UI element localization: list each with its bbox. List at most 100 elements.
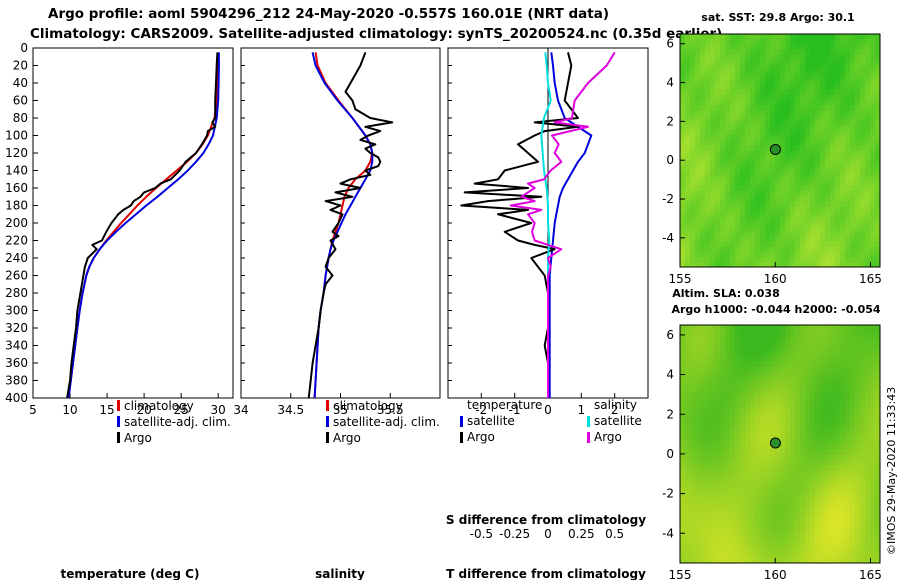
sla-cell — [780, 433, 786, 440]
temperature-xlabel: temperature (deg C) — [61, 567, 200, 580]
sst-cell — [860, 150, 866, 156]
sla-cell — [860, 423, 866, 429]
sst-cell — [850, 39, 856, 45]
sst-cell — [760, 39, 766, 45]
sla-cell — [710, 387, 716, 393]
sst-cell — [810, 170, 816, 177]
sla-cell — [695, 325, 701, 331]
sla-cell — [850, 444, 856, 450]
sla-cell — [870, 500, 876, 507]
legend-label-climatology: climatology — [124, 399, 194, 413]
sla-cell — [700, 402, 706, 409]
sla-cell — [815, 407, 821, 414]
legend-swatch-satellite — [117, 416, 120, 427]
sst-cell — [875, 74, 881, 80]
sla-cell — [755, 500, 761, 507]
sla-cell — [815, 490, 821, 497]
sst-cell — [840, 125, 846, 131]
sst-cell — [695, 170, 701, 177]
sst-cell — [780, 185, 786, 192]
sst-cell — [785, 44, 791, 50]
sla-cell — [870, 542, 876, 548]
sst-cell — [815, 130, 821, 136]
sla-cell — [800, 469, 806, 476]
sla-cell — [770, 495, 776, 502]
sla-cell — [695, 433, 701, 440]
sst-cell — [865, 79, 871, 86]
sst-cell — [810, 155, 816, 162]
sst-cell — [730, 191, 736, 197]
sst-cell — [720, 115, 726, 121]
sst-cell — [865, 125, 871, 131]
sst-cell — [760, 140, 766, 146]
sla-cell — [685, 371, 691, 378]
sst-cell — [790, 145, 796, 151]
sla-cell — [850, 521, 856, 528]
sla-cell — [740, 412, 746, 419]
legend-label-argo: Argo — [124, 431, 152, 445]
sst-cell — [835, 160, 841, 167]
sla-cell — [775, 340, 781, 347]
sst-cell — [805, 135, 811, 141]
sst-cell — [760, 89, 766, 96]
sla-cell — [865, 330, 871, 336]
sla-cell — [770, 392, 776, 398]
sst-cell — [715, 150, 721, 156]
sst-cell — [830, 246, 836, 253]
sla-cell — [705, 547, 711, 554]
sla-cell — [715, 480, 721, 486]
sst-cell — [850, 130, 856, 136]
sst-cell — [805, 130, 811, 136]
sst-cell — [825, 54, 831, 60]
sla-cell — [690, 464, 696, 471]
sla-cell — [730, 495, 736, 502]
sst-cell — [785, 226, 791, 232]
sst-cell — [710, 180, 716, 187]
sla-cell — [845, 356, 851, 362]
sla-cell — [860, 557, 866, 564]
sla-cell — [710, 444, 716, 450]
sla-cell — [730, 459, 736, 466]
sst-cell — [700, 180, 706, 187]
sst-cell — [855, 135, 861, 141]
sst-cell — [810, 44, 816, 50]
sla-cell — [860, 418, 866, 424]
sst-cell — [740, 135, 746, 141]
sla-cell — [830, 552, 836, 559]
sst-cell — [835, 150, 841, 156]
sla-cell — [855, 330, 861, 336]
sla-cell — [875, 449, 881, 455]
sla-cell — [815, 500, 821, 507]
sla-cell — [760, 340, 766, 347]
sst-cell — [740, 201, 746, 207]
sla-cell — [735, 552, 741, 559]
sst-cell — [800, 201, 806, 207]
sla-cell — [870, 449, 876, 455]
sla-cell — [860, 449, 866, 455]
sst-cell — [755, 64, 761, 70]
sla-cell — [785, 335, 791, 341]
sla-cell — [820, 345, 826, 352]
sla-cell — [860, 366, 866, 372]
sla-cell — [755, 547, 761, 554]
sst-cell — [790, 109, 796, 116]
sst-cell — [680, 211, 686, 217]
sla-cell — [805, 557, 811, 564]
sst-cell — [755, 145, 761, 151]
difference-xlabel: T difference from climatology — [446, 567, 646, 580]
sla-cell — [785, 356, 791, 362]
sst-cell — [855, 231, 861, 238]
sst-cell — [795, 160, 801, 167]
sla-cell — [705, 433, 711, 440]
sst-cell — [860, 104, 866, 111]
sla-cell — [740, 521, 746, 528]
sst-cell — [860, 64, 866, 70]
sla-cell — [820, 330, 826, 336]
sla-cell — [715, 552, 721, 559]
sla-cell — [715, 433, 721, 440]
sst-cell — [790, 246, 796, 253]
sst-cell — [845, 180, 851, 187]
sla-cell — [760, 381, 766, 388]
sst-cell — [720, 74, 726, 80]
sst-cell — [855, 39, 861, 45]
